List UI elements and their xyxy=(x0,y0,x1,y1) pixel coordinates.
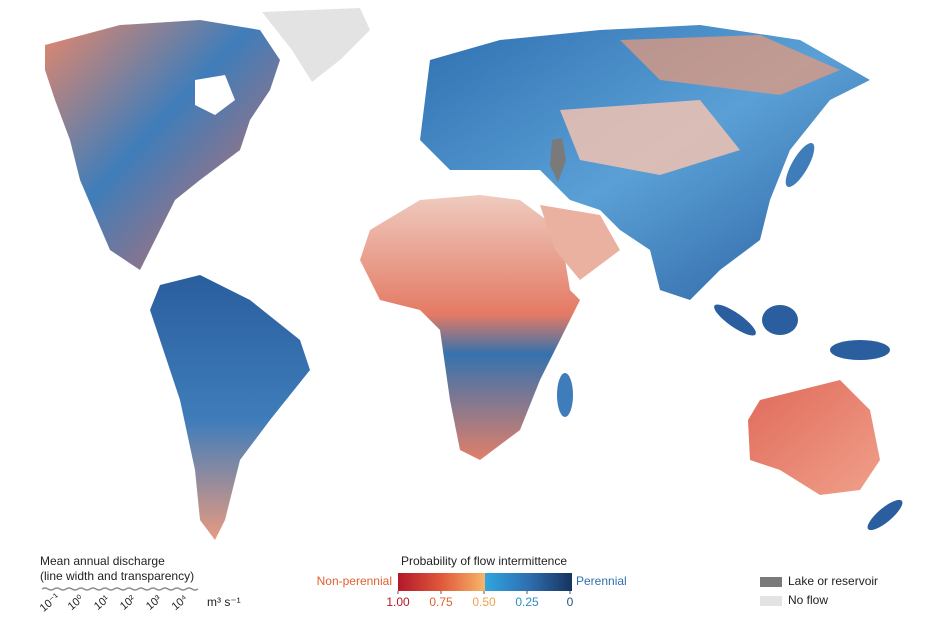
right-label: Perennial xyxy=(576,574,627,588)
left-label: Non-perennial xyxy=(317,574,392,588)
discharge-line xyxy=(41,587,199,591)
north-america xyxy=(45,20,280,270)
south-america xyxy=(150,275,310,540)
borneo xyxy=(762,305,798,335)
no-flow-swatch xyxy=(760,596,782,606)
unit-label: m³ s⁻¹ xyxy=(207,595,241,609)
japan xyxy=(785,142,815,188)
tick-label: 0.50 xyxy=(472,595,496,609)
siberia-dry xyxy=(620,35,840,95)
new-guinea xyxy=(830,340,890,360)
africa xyxy=(360,195,580,460)
tick-label: 1.00 xyxy=(386,595,410,609)
intermittence-legend: Probability of flow intermittence Non-pe… xyxy=(317,554,627,609)
no-flow-label: No flow xyxy=(788,593,828,607)
discharge-tick-label: 10⁴ xyxy=(170,593,191,613)
discharge-tick-label: 10² xyxy=(118,593,138,613)
world-map xyxy=(45,8,903,540)
greenland xyxy=(262,8,370,82)
legend-title: Mean annual discharge xyxy=(40,554,165,568)
australia xyxy=(748,380,880,495)
other-legend: Lake or reservoir No flow xyxy=(760,574,878,607)
discharge-tick-label: 10¹ xyxy=(92,593,112,613)
sumatra xyxy=(714,304,756,336)
central-asia-dry xyxy=(560,100,740,175)
arabia xyxy=(540,205,620,280)
discharge-legend: Mean annual discharge (line width and tr… xyxy=(38,554,241,614)
discharge-tick-label: 10⁻¹ xyxy=(38,591,63,614)
tick-label: 0.75 xyxy=(429,595,453,609)
lake-swatch xyxy=(760,577,782,587)
lake-label: Lake or reservoir xyxy=(788,574,878,588)
tick-label: 0 xyxy=(567,595,574,609)
discharge-tick-label: 10⁰ xyxy=(66,593,87,613)
discharge-tick-label: 10³ xyxy=(144,593,164,613)
color-bar xyxy=(398,573,572,591)
hudson-bay xyxy=(195,75,235,115)
new-zealand xyxy=(867,499,903,531)
caspian-sea xyxy=(550,138,566,182)
madagascar xyxy=(557,373,573,417)
legend-title: Probability of flow intermittence xyxy=(401,554,567,568)
tick-label: 0.25 xyxy=(515,595,539,609)
legend-subtitle: (line width and transparency) xyxy=(40,569,194,583)
